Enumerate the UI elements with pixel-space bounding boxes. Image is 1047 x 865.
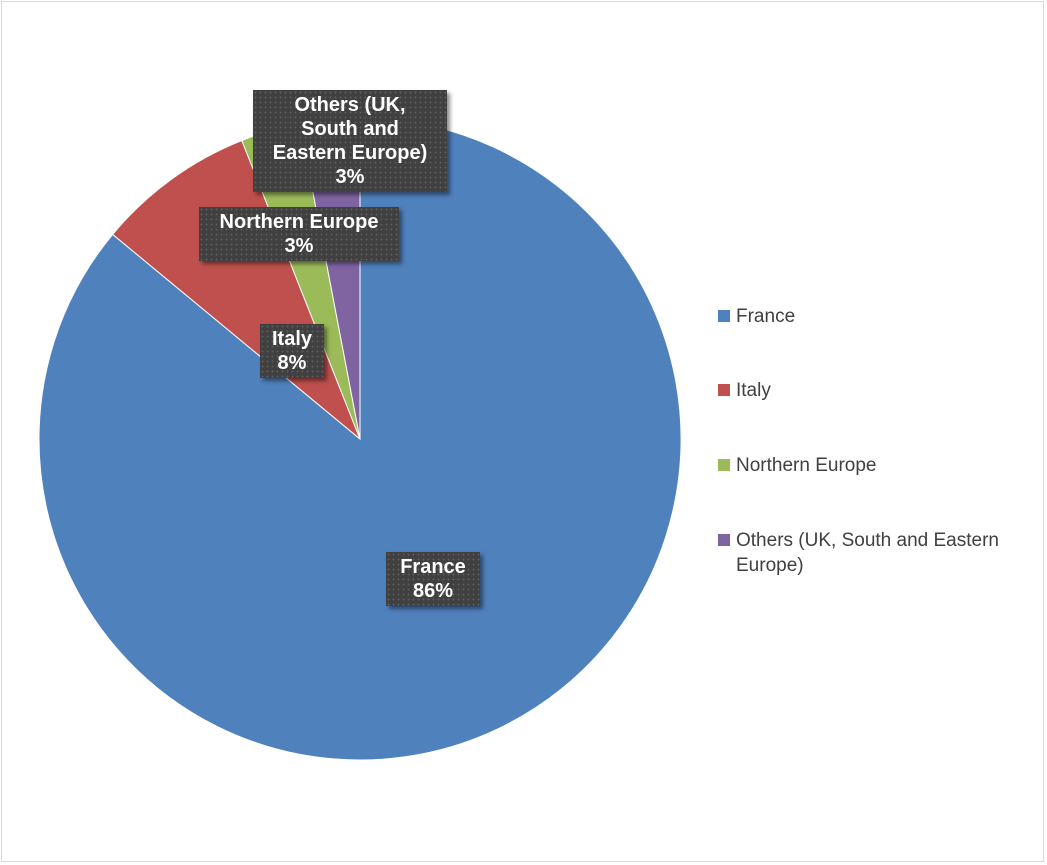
- legend-label-northern-europe: Northern Europe: [736, 455, 877, 476]
- legend-item-italy: Italy: [718, 378, 1046, 403]
- legend-swatch-italy: [718, 384, 730, 396]
- data-label-northern-europe-category: Northern Europe: [219, 211, 379, 233]
- data-label-others: Others (UK, South and Eastern Europe) 3%: [253, 90, 447, 192]
- data-label-northern-europe: Northern Europe 3%: [199, 207, 399, 261]
- legend-swatch-france: [718, 310, 730, 322]
- legend-item-northern-europe: Northern Europe: [718, 453, 1046, 478]
- legend-label-italy: Italy: [736, 380, 771, 401]
- legend-item-others: Others (UK, South and Eastern Europe): [718, 528, 1046, 578]
- data-label-others-value: 3%: [335, 166, 365, 188]
- legend-swatch-others: [718, 534, 730, 546]
- data-label-northern-europe-value: 3%: [284, 235, 314, 257]
- data-label-others-line-2: South and: [301, 118, 399, 140]
- data-label-others-line-3: Eastern Europe): [272, 142, 428, 164]
- data-label-italy-value: 8%: [277, 352, 307, 374]
- data-label-france-value: 86%: [412, 580, 454, 602]
- data-label-italy-category: Italy: [271, 328, 313, 350]
- data-label-france-category: France: [400, 556, 466, 578]
- legend-swatch-northern-europe: [718, 459, 730, 471]
- legend-item-france: France: [718, 304, 1046, 329]
- data-label-france: France 86%: [386, 552, 480, 606]
- data-label-others-line-1: Others (UK,: [294, 94, 406, 116]
- legend-label-others: Others (UK, South and Eastern Europe): [736, 530, 999, 576]
- legend-label-france: France: [736, 306, 796, 327]
- data-label-italy: Italy 8%: [260, 324, 324, 378]
